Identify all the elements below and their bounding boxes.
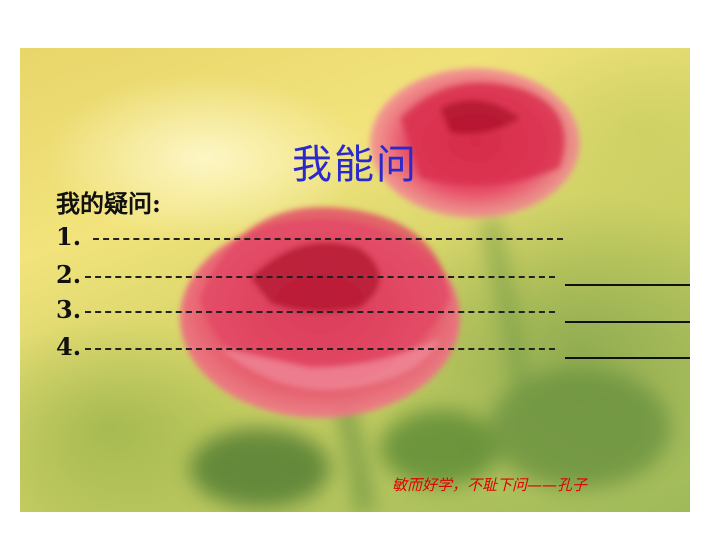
solid-answer-line bbox=[565, 321, 690, 323]
question-number: 4. bbox=[56, 332, 82, 361]
solid-answer-line bbox=[565, 284, 690, 286]
confucius-quote: 敏而好学，不耻下问——孔子 bbox=[392, 476, 588, 494]
question-number: 3. bbox=[56, 295, 82, 324]
question-number: 1. bbox=[56, 222, 90, 251]
dashed-answer-line bbox=[93, 237, 564, 240]
question-line-1: 1. bbox=[56, 222, 564, 251]
question-number: 2. bbox=[56, 260, 82, 289]
question-line-2: 2. bbox=[56, 260, 556, 289]
dashed-answer-line bbox=[85, 310, 556, 313]
question-line-4: 4. bbox=[56, 332, 556, 361]
dashed-answer-line bbox=[85, 275, 556, 278]
rose-background-image bbox=[180, 68, 670, 512]
page-title: 我能问 bbox=[292, 142, 418, 188]
question-heading: 我的疑问: bbox=[56, 189, 161, 218]
dashed-answer-line bbox=[85, 347, 556, 350]
solid-answer-line bbox=[565, 357, 690, 359]
slide: 我能问 我的疑问: 1. 2. 3. 4. 敏而好学，不耻下问——孔子 bbox=[20, 48, 690, 512]
question-line-3: 3. bbox=[56, 295, 556, 324]
